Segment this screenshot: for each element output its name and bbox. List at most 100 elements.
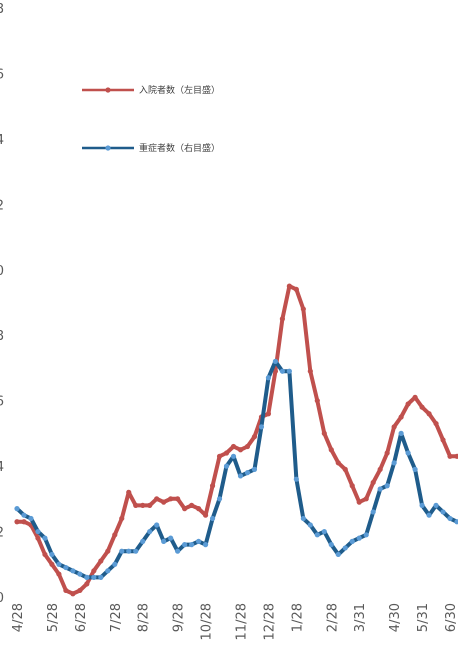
point [279, 316, 285, 322]
point [447, 515, 453, 522]
point [216, 453, 223, 459]
point [342, 466, 348, 472]
point [140, 538, 146, 544]
x-tick-label: 3/31 [353, 603, 368, 632]
point [251, 434, 258, 440]
y-tick-label: 16 [0, 67, 4, 82]
point [265, 411, 272, 417]
point [42, 551, 48, 558]
x-tick-label: 8/28 [137, 603, 152, 632]
legend-label: 重症者数（右目盛） [139, 142, 220, 154]
x-tick-label: 7/28 [109, 603, 124, 632]
point [209, 483, 216, 489]
point [168, 496, 174, 502]
point [189, 542, 195, 548]
point [70, 568, 76, 574]
point [447, 453, 453, 459]
point [182, 506, 188, 512]
x-tick-label: 12/28 [262, 603, 277, 640]
point [307, 368, 313, 374]
point [342, 545, 348, 551]
point [126, 489, 132, 495]
point [126, 548, 132, 554]
point [370, 479, 376, 486]
point [300, 515, 306, 522]
point [209, 515, 216, 522]
point [384, 483, 390, 489]
point [42, 535, 48, 541]
point [293, 286, 299, 293]
point [384, 450, 390, 456]
point [202, 542, 209, 548]
x-tick-label: 5/28 [46, 603, 61, 632]
y-tick-label: 6 [0, 395, 4, 410]
series-line [17, 284, 457, 596]
point [147, 502, 153, 508]
point [56, 571, 62, 577]
point [147, 528, 153, 535]
point [405, 401, 411, 407]
point [91, 574, 97, 580]
point [349, 538, 355, 544]
point [426, 512, 432, 518]
series-line [15, 359, 458, 580]
point [335, 460, 341, 466]
point [405, 450, 411, 456]
x-tick-label: 6/28 [74, 603, 89, 632]
point [189, 502, 195, 508]
point [49, 551, 55, 558]
point [286, 368, 292, 374]
point [244, 470, 251, 476]
point [314, 532, 320, 538]
point [63, 564, 69, 571]
y-tick-label: 10 [0, 264, 4, 279]
point [335, 551, 341, 558]
point [237, 473, 244, 479]
legend-marker [105, 87, 111, 93]
point [14, 506, 20, 512]
point [440, 437, 446, 443]
point [175, 496, 181, 502]
point [35, 535, 41, 541]
point [21, 519, 27, 525]
point [56, 561, 62, 567]
y-tick-label: 18 [0, 2, 4, 17]
point [98, 558, 104, 564]
y-tick-label: 8 [0, 329, 4, 344]
point [363, 532, 369, 538]
point [230, 453, 237, 459]
point [321, 528, 327, 535]
point [195, 506, 202, 512]
point [98, 574, 104, 580]
point [398, 414, 404, 420]
point [105, 548, 111, 554]
point [328, 447, 334, 453]
point [14, 519, 20, 525]
point [419, 404, 425, 410]
point [84, 581, 90, 587]
point [28, 515, 34, 522]
point [363, 496, 369, 502]
x-tick-label: 4/28 [11, 603, 26, 632]
point [119, 548, 125, 554]
point [112, 561, 118, 567]
point [398, 430, 404, 436]
point [77, 587, 83, 594]
x-tick-label: 2/28 [325, 603, 340, 632]
point [154, 522, 160, 528]
point [440, 509, 446, 515]
point [77, 571, 83, 577]
x-tick-label: 10/28 [200, 603, 215, 640]
point [286, 283, 292, 289]
point [161, 499, 167, 505]
point [223, 463, 230, 469]
x-tick-label: 9/28 [172, 603, 187, 632]
x-tick-label: 5/31 [416, 603, 431, 632]
point [356, 499, 362, 505]
point [49, 561, 55, 567]
point [349, 483, 355, 489]
y-tick-label: 4 [0, 460, 4, 475]
point [328, 542, 334, 548]
